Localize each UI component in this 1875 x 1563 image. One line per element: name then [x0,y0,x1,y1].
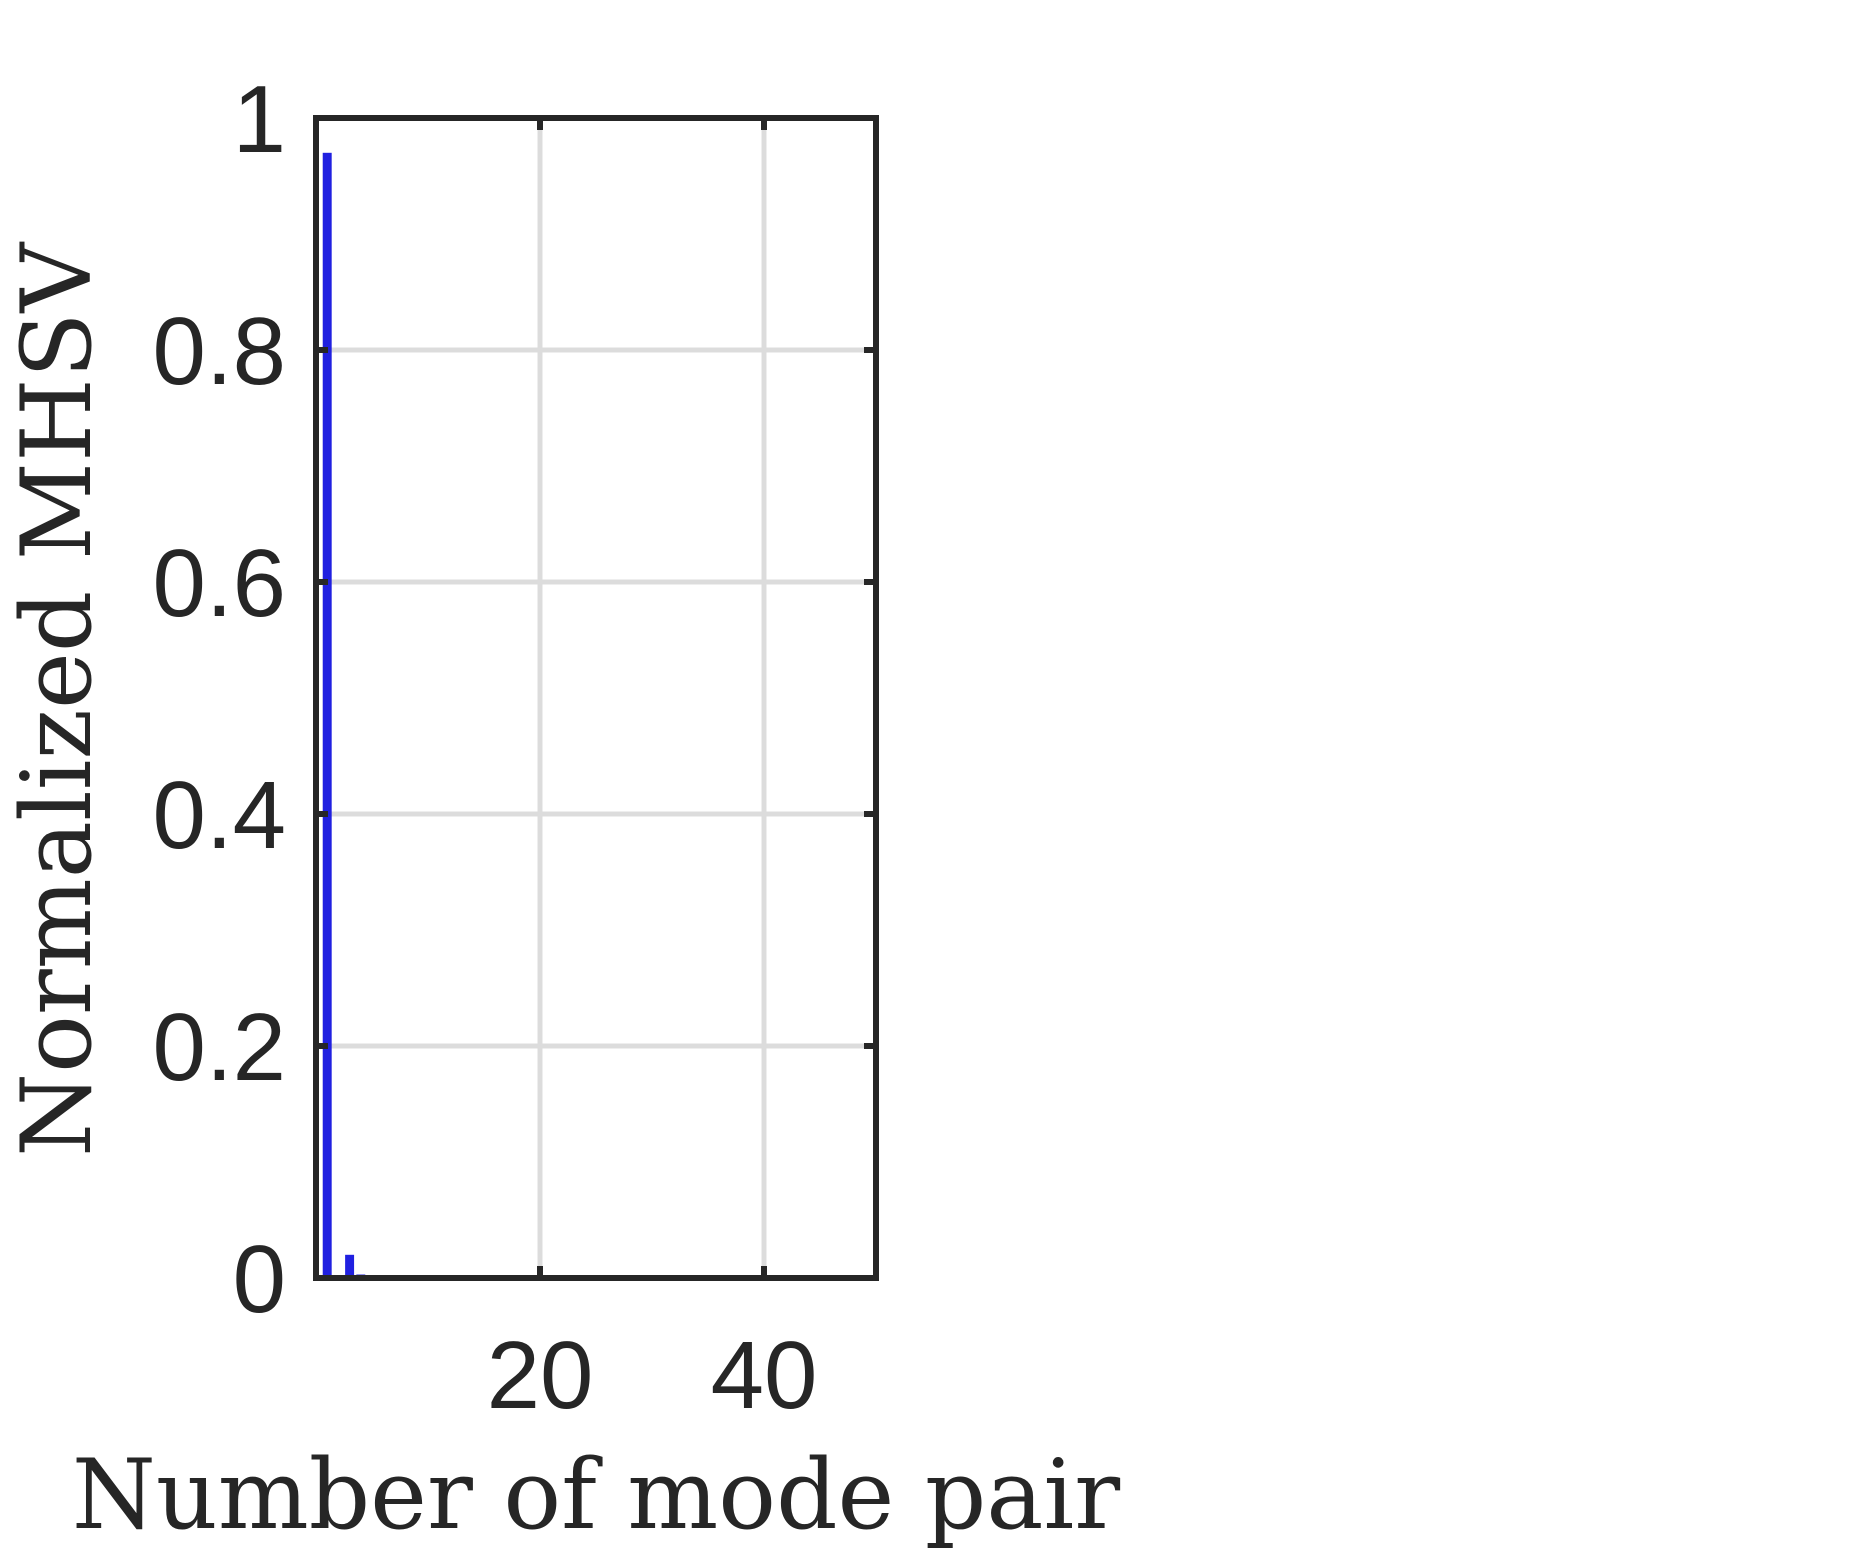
grid-lines [316,118,876,1278]
bars [322,152,411,1278]
x-tick-label: 40 [711,1322,818,1429]
bar [322,152,332,1278]
tick-labels: 0 0.2 0.4 0.6 0.8 1 20 40 [153,66,818,1429]
y-tick-label: 0.2 [153,994,286,1101]
bar [345,1254,355,1278]
tick-marks [316,115,876,1281]
x-tick-label: 20 [487,1322,594,1429]
y-tick-label: 0.6 [153,530,286,637]
y-tick-label: 0.8 [153,298,286,405]
y-tick-label: 0.4 [153,762,286,869]
x-axis-title: Number of mode pair [72,1439,1120,1551]
y-tick-label: 0 [233,1226,286,1333]
y-axis-title: Normalized MHSV [1,241,113,1157]
plot-frame [313,115,879,1281]
y-tick-label: 1 [233,66,286,173]
